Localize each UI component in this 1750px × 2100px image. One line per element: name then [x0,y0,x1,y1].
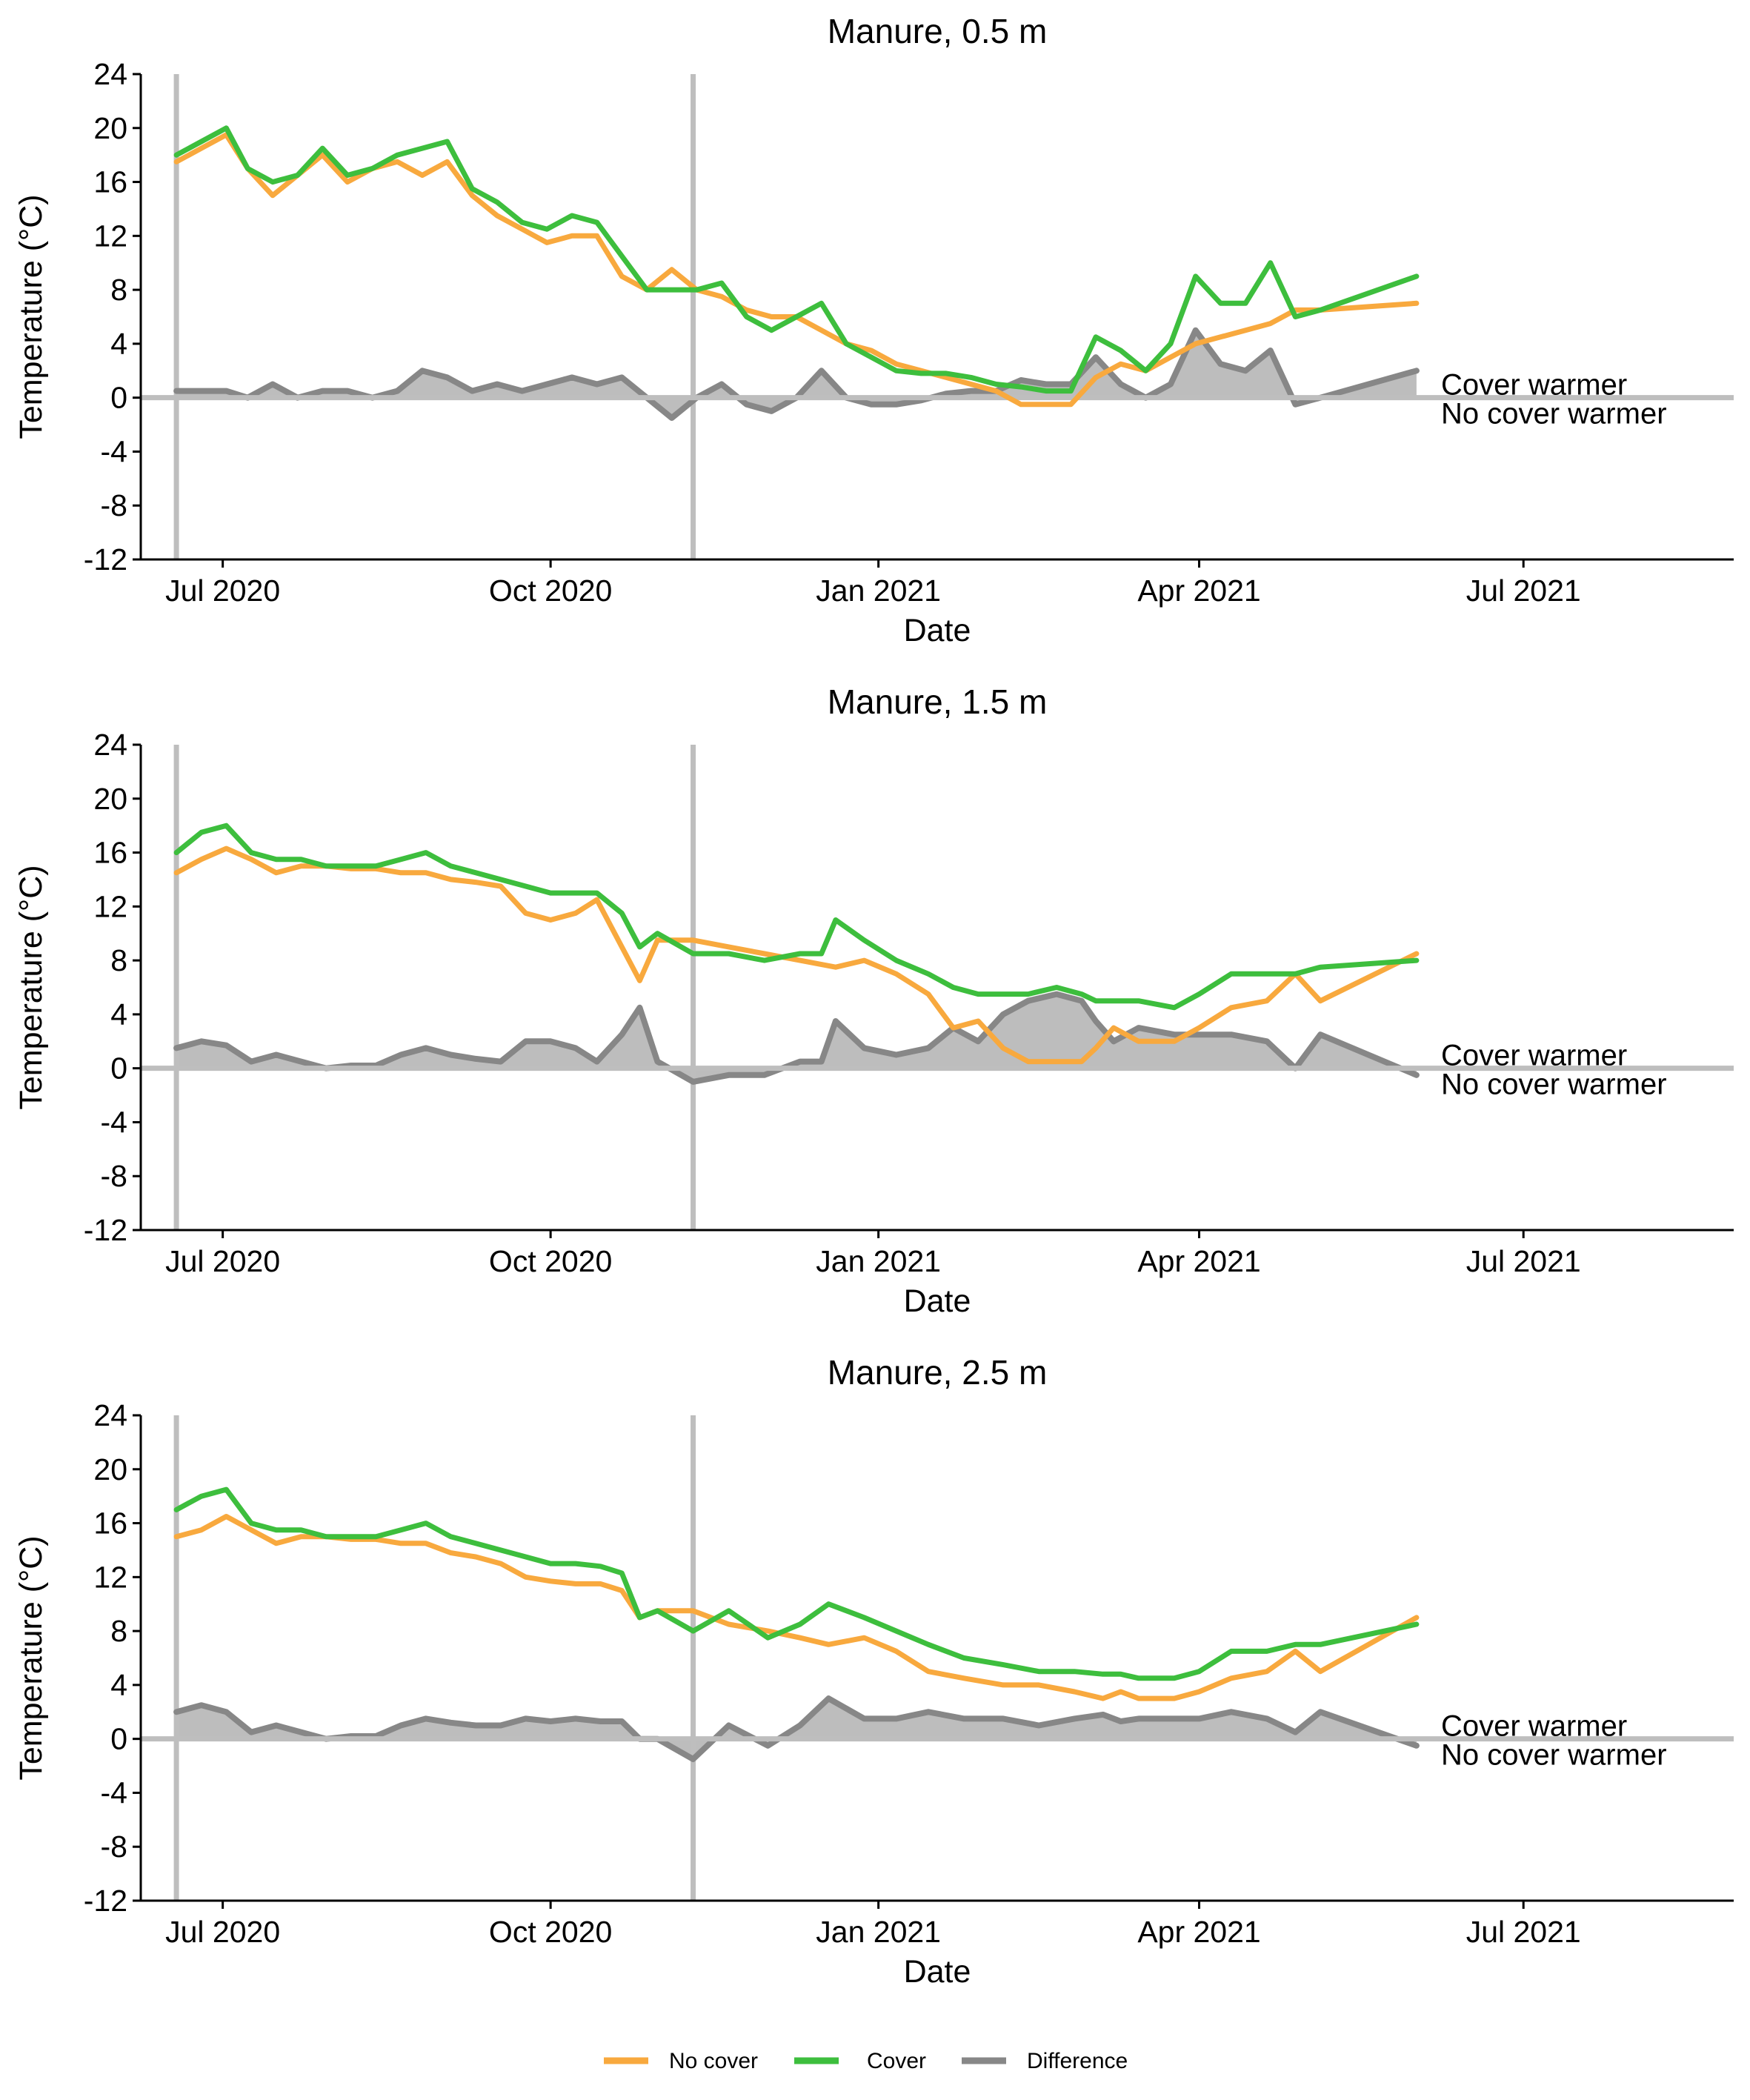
x-tick-label: Apr 2021 [1137,1915,1260,1949]
y-tick-label: 16 [93,165,127,199]
y-tick-label: -8 [101,1830,127,1864]
x-tick-label: Jul 2021 [1466,1244,1581,1278]
cover-line [173,1486,1420,1681]
legend-no-cover-label: No cover [669,2049,758,2073]
y-tick-label: 4 [110,327,127,361]
y-tick-label: 20 [93,782,127,816]
y-tick-label: 12 [93,219,127,253]
y-tick-label: 12 [93,889,127,923]
y-axis-label: Temperature (°C) [13,865,49,1109]
y-tick-label: -4 [101,434,127,468]
y-tick-label: 0 [110,381,127,415]
y-tick-label: -12 [84,1213,127,1247]
y-tick-label: 24 [93,1398,127,1432]
y-tick-label: 16 [93,1506,127,1541]
x-axis-label: Date [904,1954,971,1990]
legend: No cover Cover Difference [604,2049,1128,2073]
y-tick-label: 4 [110,997,127,1031]
chart-title: Manure, 2.5 m [828,1353,1048,1392]
difference-line [173,1695,1420,1762]
x-tick-label: Apr 2021 [1137,574,1260,608]
no-cover-warmer-label: No cover warmer [1441,1739,1667,1772]
no-cover-warmer-label: No cover warmer [1441,1069,1667,1101]
legend-difference-label: Difference [1027,2049,1128,2073]
x-tick-label: Jul 2020 [165,1915,280,1949]
x-tick-label: Jul 2021 [1466,1915,1581,1949]
difference-area [176,994,1417,1082]
y-tick-label: -12 [84,1884,127,1918]
x-tick-label: Jul 2020 [165,574,280,608]
y-tick-label: 24 [93,728,127,762]
x-tick-label: Oct 2020 [489,574,612,608]
y-tick-label: 4 [110,1668,127,1702]
y-tick-label: -4 [101,1775,127,1810]
cover-warmer-label: Cover warmer [1441,1710,1627,1743]
y-tick-label: 0 [110,1722,127,1756]
y-tick-label: -4 [101,1105,127,1139]
y-tick-label: 8 [110,1614,127,1648]
x-axis-label: Date [904,613,971,648]
x-tick-label: Jan 2021 [816,1244,941,1278]
x-tick-label: Oct 2020 [489,1915,612,1949]
x-tick-label: Jul 2020 [165,1244,280,1278]
x-tick-label: Jan 2021 [816,574,941,608]
chart-title: Manure, 0.5 m [828,12,1048,50]
legend-cover-label: Cover [867,2049,926,2073]
cover-warmer-label: Cover warmer [1441,369,1627,402]
cover-line [173,823,1420,1011]
y-tick-label: -8 [101,488,127,522]
y-tick-label: 0 [110,1051,127,1086]
y-axis-label: Temperature (°C) [13,194,49,439]
x-tick-label: Jan 2021 [816,1915,941,1949]
x-tick-label: Jul 2021 [1466,574,1581,608]
cover-warmer-label: Cover warmer [1441,1040,1627,1072]
y-tick-label: -12 [84,542,127,576]
y-tick-label: 20 [93,111,127,145]
no-cover-line [173,1514,1420,1701]
no-cover-warmer-label: No cover warmer [1441,398,1667,431]
y-tick-label: 8 [110,273,127,307]
y-tick-label: 8 [110,943,127,977]
difference-area [176,330,1417,418]
cover-line [173,125,1420,394]
y-tick-label: 12 [93,1560,127,1594]
chart-title: Manure, 1.5 m [828,682,1048,721]
no-cover-line [173,845,1420,1065]
x-axis-label: Date [904,1283,971,1319]
y-tick-label: -8 [101,1159,127,1193]
y-tick-label: 20 [93,1452,127,1486]
x-tick-label: Oct 2020 [489,1244,612,1278]
y-axis-label: Temperature (°C) [13,1535,49,1780]
x-tick-label: Apr 2021 [1137,1244,1260,1278]
y-tick-label: 24 [93,57,127,91]
y-tick-label: 16 [93,836,127,870]
